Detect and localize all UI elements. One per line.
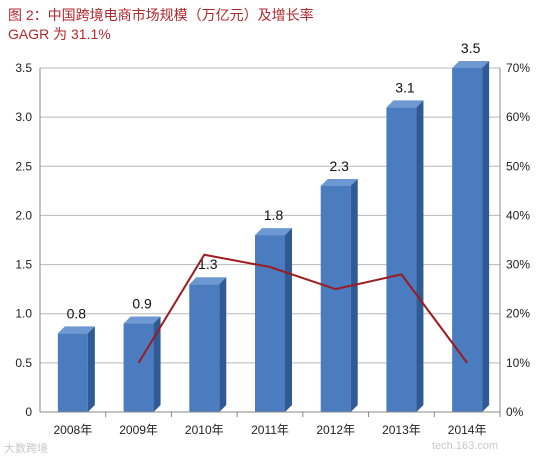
bar (320, 185, 351, 412)
bar-side (219, 277, 227, 412)
bar-side (153, 316, 161, 412)
bar-top (189, 277, 227, 285)
y-tick-label: 2.5 (15, 159, 32, 173)
x-tick-label: 2008年 (54, 423, 93, 437)
x-tick-label: 2013年 (382, 423, 421, 437)
bar-top (386, 100, 424, 108)
y2-tick-label: 50% (506, 159, 530, 173)
bar-top (255, 228, 292, 236)
data-label: 0.9 (132, 296, 152, 312)
y2-tick-label: 60% (506, 110, 530, 124)
bar (386, 107, 417, 413)
x-tick-label: 2012年 (316, 423, 355, 437)
x-tick-label: 2009年 (119, 423, 158, 437)
y2-tick-label: 30% (506, 258, 530, 272)
y-tick-label: 3.5 (15, 61, 32, 75)
bar-side (416, 100, 424, 413)
x-tick-label: 2014年 (448, 423, 487, 437)
bar (123, 323, 154, 412)
bar-side (482, 61, 490, 412)
y2-tick-label: 70% (506, 61, 530, 75)
title-line-2: GAGR 为 31.1% (8, 26, 111, 42)
bar-top (123, 316, 161, 324)
bar-side (87, 326, 95, 412)
data-label: 2.3 (329, 158, 349, 174)
y2-tick-label: 40% (506, 208, 530, 222)
title-line-1: 图 2：中国跨境电商市场规模（万亿元）及增长率 (8, 7, 314, 23)
bar (189, 284, 220, 412)
growth-rate-line (137, 253, 468, 364)
bar-top (452, 61, 490, 68)
y2-tick-label: 20% (506, 307, 530, 321)
watermark-left: 大数跨境 (4, 443, 48, 455)
data-label: 1.8 (264, 207, 284, 223)
y-tick-label: 1.5 (15, 258, 32, 272)
x-tick-label: 2010年 (185, 423, 224, 437)
y-tick-label: 0 (25, 405, 32, 419)
bar-series (57, 61, 490, 413)
data-label: 1.3 (198, 256, 218, 272)
y2-tick-label: 10% (506, 356, 530, 370)
data-label: 3.5 (461, 40, 481, 56)
data-label: 3.1 (395, 79, 415, 95)
chart-title: 图 2：中国跨境电商市场规模（万亿元）及增长率 GAGR 为 31.1% (8, 6, 314, 44)
bar-side (285, 228, 292, 412)
watermark-right: tech.163.com (432, 440, 499, 452)
data-label: 0.8 (67, 305, 87, 321)
bar-side (350, 178, 358, 412)
x-tick-label: 2011年 (251, 423, 289, 437)
bar (255, 235, 285, 412)
y2-tick-label: 0% (506, 405, 524, 419)
axes: 0 0.5 1.0 1.5 2.0 2.5 3.0 3.5 0% 10% 20% 30% 40% 50% 6… (15, 61, 530, 437)
growth-rate-series (137, 253, 468, 364)
bar-top (57, 326, 95, 334)
bar-top (320, 178, 358, 186)
data-labels: 0.8 0.9 1.3 1.8 2.3 3.1 3.5 (67, 40, 481, 321)
y-tick-label: 1.0 (15, 307, 32, 321)
y-tick-label: 2.0 (15, 208, 32, 222)
bar (57, 333, 88, 412)
y-tick-label: 3.0 (15, 110, 32, 124)
y-tick-label: 0.5 (15, 356, 32, 370)
bar (452, 68, 483, 412)
